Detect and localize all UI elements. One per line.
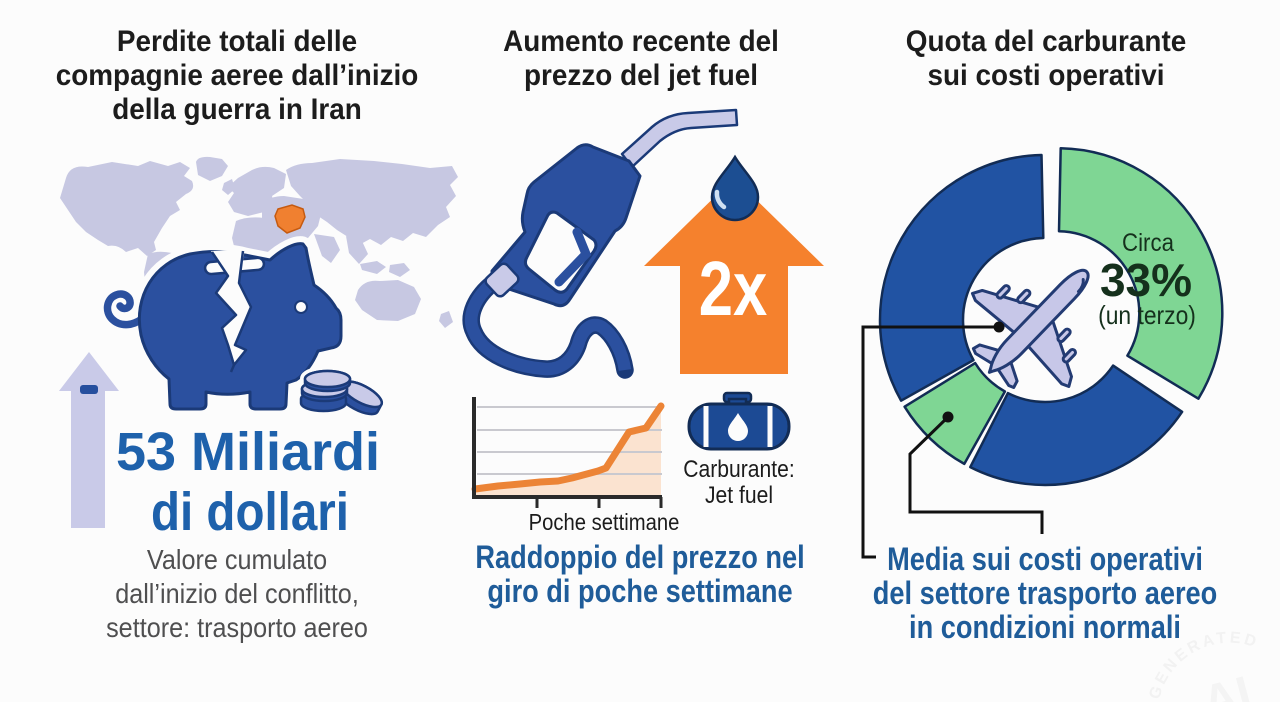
svg-text:settore: trasporto aereo: settore: trasporto aereo	[106, 612, 368, 644]
svg-text:in condizioni normali: in condizioni normali	[909, 610, 1181, 646]
svg-text:di dollari: di dollari	[151, 481, 349, 542]
svg-text:Quota del carburante: Quota del carburante	[906, 25, 1186, 58]
svg-text:53 Miliardi: 53 Miliardi	[116, 422, 380, 482]
svg-text:Media sui costi operativi: Media sui costi operativi	[887, 542, 1203, 578]
svg-text:della guerra in Iran: della guerra in Iran	[112, 93, 362, 126]
svg-text:giro di poche settimane: giro di poche settimane	[487, 574, 792, 610]
svg-text:Jet fuel: Jet fuel	[705, 482, 773, 509]
svg-text:Valore cumulato: Valore cumulato	[147, 544, 327, 576]
svg-text:Aumento recente del: Aumento recente del	[503, 25, 779, 58]
svg-text:del settore trasporto aereo: del settore trasporto aereo	[873, 576, 1218, 612]
svg-text:Raddoppio del prezzo nel: Raddoppio del prezzo nel	[475, 540, 804, 576]
svg-text:Carburante:: Carburante:	[683, 456, 794, 483]
svg-text:(un terzo): (un terzo)	[1098, 302, 1196, 331]
svg-text:sui costi operativi: sui costi operativi	[927, 59, 1164, 92]
svg-text:AI: AI	[1197, 667, 1257, 702]
svg-text:prezzo del jet fuel: prezzo del jet fuel	[524, 59, 758, 92]
svg-text:Perdite totali delle: Perdite totali delle	[117, 25, 357, 58]
svg-text:compagnie aeree dall’inizio: compagnie aeree dall’inizio	[56, 59, 419, 92]
svg-text:dall’inizio del conflitto,: dall’inizio del conflitto,	[115, 578, 359, 610]
svg-text:2x: 2x	[699, 245, 768, 331]
svg-text:Circa: Circa	[1122, 230, 1175, 257]
svg-text:Poche settimane: Poche settimane	[529, 509, 680, 536]
svg-text:33%: 33%	[1100, 254, 1192, 306]
